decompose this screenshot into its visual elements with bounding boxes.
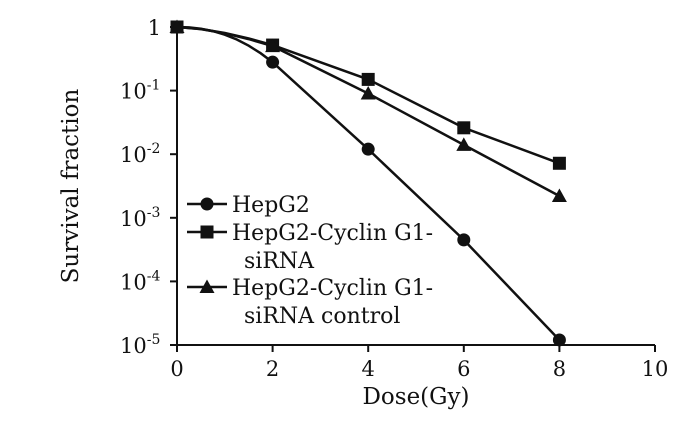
y-tick-exponent: -5 — [147, 332, 161, 348]
data-point — [361, 142, 375, 156]
y-tick-base: 10 — [120, 207, 147, 231]
y-tick-exponent: -3 — [147, 205, 161, 221]
x-ticks: 0 2 4 6 8 10 — [170, 345, 668, 381]
data-point — [552, 156, 566, 170]
data-point — [169, 19, 185, 33]
y-tick-base: 10 — [120, 143, 147, 167]
series-line — [176, 25, 560, 198]
data-point — [457, 121, 471, 135]
legend-label: HepG2 — [232, 193, 310, 218]
y-tick-exponent: -1 — [147, 78, 161, 94]
y-tick-label: 10-2 — [120, 141, 160, 167]
y-tick-label: 10-5 — [120, 332, 160, 358]
y-tick-label: 1 — [148, 16, 161, 40]
legend-label: siRNA — [244, 249, 315, 274]
legend-label: HepG2-Cyclin G1- — [232, 276, 433, 301]
data-point — [266, 55, 280, 69]
legend-label: siRNA control — [244, 304, 400, 329]
legend-entry: HepG2-Cyclin G1- siRNA control — [187, 276, 433, 329]
data-point — [456, 137, 472, 151]
series-layer — [169, 19, 567, 347]
y-tick-exponent: -4 — [147, 268, 161, 284]
legend-marker — [200, 225, 214, 239]
data-point — [457, 233, 471, 247]
x-tick-label: 10 — [642, 357, 669, 381]
legend-label: HepG2-Cyclin G1- — [232, 221, 433, 246]
axes — [176, 27, 655, 346]
data-point — [551, 188, 567, 203]
x-tick-label: 0 — [170, 357, 183, 381]
x-tick-label: 6 — [457, 357, 470, 381]
data-point — [361, 72, 375, 86]
x-tick-label: 2 — [266, 357, 279, 381]
legend-entry: HepG2 — [187, 193, 310, 218]
y-tick-label: 10-4 — [120, 268, 160, 294]
data-point — [265, 38, 281, 53]
x-tick-label: 4 — [362, 357, 375, 381]
y-tick-base: 10 — [120, 80, 147, 104]
y-tick-base: 10 — [120, 270, 147, 294]
y-ticks: 110-110-210-310-410-5 — [120, 16, 177, 358]
y-tick-base: 10 — [120, 334, 147, 358]
legend-marker — [199, 279, 215, 293]
x-tick-label: 8 — [553, 357, 566, 381]
x-axis-title: Dose(Gy) — [362, 384, 469, 410]
legend-entry: HepG2-Cyclin G1- siRNA — [187, 221, 433, 274]
series-triangle — [169, 19, 567, 203]
y-tick-label: 10-3 — [120, 205, 160, 231]
y-tick-exponent: -2 — [147, 141, 161, 157]
y-tick-label: 10-1 — [120, 78, 160, 104]
data-point — [360, 86, 376, 100]
data-point — [552, 333, 566, 347]
y-axis-title: Survival fraction — [58, 88, 84, 283]
legend-marker — [200, 197, 214, 211]
